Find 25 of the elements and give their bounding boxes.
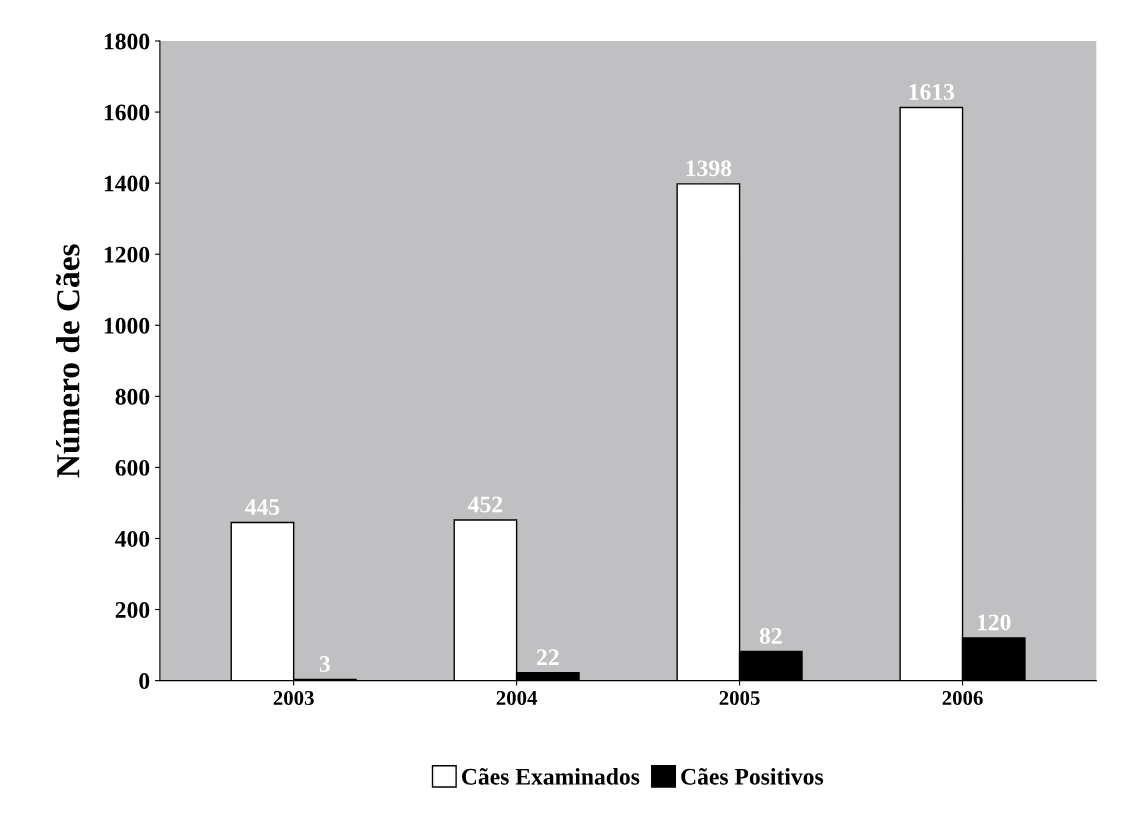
data-label: 120 <box>977 614 1011 631</box>
y-tick-label: 600 <box>115 459 150 476</box>
x-tick-label: 2003 <box>273 690 314 705</box>
y-tick-label: 200 <box>115 602 150 618</box>
y-axis-title: Número de Cães <box>55 244 80 478</box>
data-label: 1398 <box>686 160 732 177</box>
y-tick-label: 1200 <box>104 246 150 263</box>
legend-label: Cães Positivos <box>681 768 824 785</box>
y-tick-label: 0 <box>139 673 150 690</box>
data-label: 445 <box>245 499 280 515</box>
data-label: 22 <box>537 649 559 665</box>
data-label: 3 <box>319 656 330 672</box>
y-tick-label: 400 <box>115 530 150 547</box>
data-label: 82 <box>759 627 782 644</box>
y-tick-label: 1400 <box>104 175 150 192</box>
x-tick-label: 2005 <box>719 690 760 705</box>
x-tick-label: 2006 <box>942 690 983 705</box>
data-label: 452 <box>468 496 503 513</box>
y-tick-label: 800 <box>115 388 150 405</box>
y-tick-label: 1600 <box>104 104 150 121</box>
y-tick-label: 1800 <box>104 33 150 50</box>
y-tick-label: 1000 <box>104 317 150 334</box>
legend-label: Cães Examinados <box>462 768 640 785</box>
data-label: 1613 <box>909 84 955 100</box>
x-tick-label: 2004 <box>496 690 538 705</box>
